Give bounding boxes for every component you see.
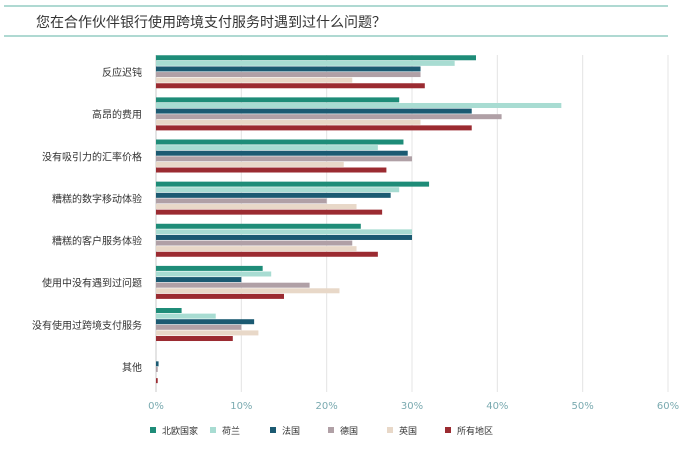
bar (156, 293, 284, 299)
bar (156, 288, 340, 294)
bar (156, 114, 502, 120)
bar (156, 308, 182, 314)
bar (156, 125, 472, 131)
bar (156, 161, 344, 167)
bar (156, 102, 562, 108)
bar (156, 119, 421, 125)
legend-label: 法国 (282, 425, 300, 437)
x-tick-label: 40% (486, 401, 508, 412)
x-tick-label: 50% (572, 401, 594, 412)
bar (156, 229, 412, 235)
legend-label: 北欧国家 (162, 425, 198, 437)
category-label: 没有吸引力的汇率价格 (42, 150, 142, 163)
bar (156, 240, 353, 246)
bar (156, 139, 404, 145)
bar (156, 324, 242, 330)
bar (156, 192, 391, 198)
legend-swatch (445, 427, 451, 433)
category-label: 糟糕的客户服务体验 (52, 235, 142, 248)
bar (156, 330, 259, 336)
bar (156, 66, 421, 72)
legend-swatch (328, 427, 334, 433)
bar (156, 72, 421, 78)
bar (156, 246, 357, 252)
bar (156, 156, 412, 162)
x-tick-label: 60% (657, 401, 679, 412)
bar (156, 336, 233, 342)
bar (156, 313, 216, 319)
legend-swatch (210, 427, 216, 433)
bar (156, 319, 255, 325)
bar (156, 198, 327, 204)
category-label: 使用中没有遇到过问题 (42, 277, 142, 290)
bar (156, 60, 455, 66)
bar (156, 181, 430, 187)
bar (156, 361, 159, 367)
bar (156, 204, 357, 210)
bar (156, 77, 353, 83)
bar (156, 145, 378, 151)
category-label: 糟糕的数字移动体验 (52, 192, 142, 205)
legend-label: 荷兰 (222, 425, 240, 437)
bar (156, 97, 400, 103)
category-label: 没有使用过跨境支付服务 (32, 319, 142, 332)
bar (156, 108, 472, 114)
category-label: 高昂的费用 (92, 108, 142, 121)
bar (156, 167, 387, 173)
legend-swatch (270, 427, 276, 433)
x-tick-label: 30% (401, 401, 423, 412)
bar (156, 55, 476, 61)
legend-label: 英国 (399, 425, 417, 437)
chart-title: 您在合作伙伴银行使用跨境支付服务时遇到过什么问题？ (36, 14, 386, 31)
legend-label: 所有地区 (457, 425, 493, 437)
bar (156, 271, 272, 277)
bar (156, 366, 158, 372)
x-tick-labels: 0% 10% 20% 30% 40% 50% 60% (148, 401, 679, 412)
bar (156, 234, 412, 240)
bars (156, 55, 562, 384)
bar (156, 187, 400, 193)
category-label: 反应迟钝 (102, 66, 142, 79)
bar (156, 150, 408, 156)
x-tick-label: 20% (316, 401, 338, 412)
legend-swatch (387, 427, 393, 433)
bar (156, 282, 310, 288)
legend-swatch (150, 427, 156, 433)
legend-label: 德国 (340, 425, 358, 437)
bar (156, 251, 378, 257)
category-label: 其他 (122, 361, 142, 374)
legend: 北欧国家 荷兰 法国 德国 英国 所有地区 (150, 425, 493, 437)
bar (156, 265, 263, 271)
bar (156, 277, 242, 283)
bar (156, 223, 361, 229)
bar (156, 378, 158, 384)
bar (156, 83, 425, 89)
bar (156, 209, 383, 215)
x-tick-label: 0% (148, 401, 164, 412)
x-tick-label: 10% (230, 401, 252, 412)
category-labels: 反应迟钝高昂的费用没有吸引力的汇率价格糟糕的数字移动体验糟糕的客户服务体验使用中… (32, 66, 142, 374)
